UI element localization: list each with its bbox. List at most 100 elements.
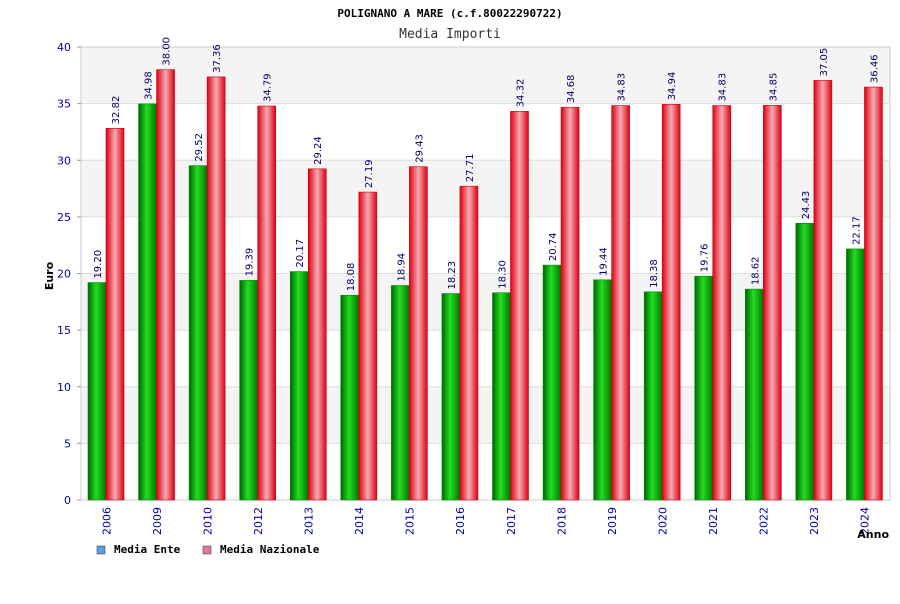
y-tick-label: 35 — [57, 98, 71, 111]
chart-subtitle: Media Importi — [399, 27, 501, 42]
y-tick-label: 5 — [64, 437, 71, 450]
data-label-media-nazionale: 37.05 — [819, 48, 830, 77]
bar-media-nazionale — [661, 104, 681, 501]
x-tick-label: 2022 — [758, 507, 771, 535]
bar-media-nazionale — [813, 80, 833, 501]
data-label-media-nazionale: 38.00 — [162, 37, 173, 66]
bar-media-nazionale — [409, 166, 428, 501]
data-label-media-ente: 19.39 — [245, 248, 256, 277]
x-tick-label: 2006 — [100, 507, 113, 535]
x-tick-label: 2013 — [303, 507, 316, 535]
data-label-media-nazionale: 34.32 — [516, 79, 527, 108]
y-tick-label: 20 — [57, 268, 71, 281]
legend-label-media-nazionale: Media Nazionale — [220, 543, 320, 556]
x-tick-label: 2015 — [404, 507, 417, 535]
bar-media-nazionale — [864, 86, 883, 501]
data-label-media-ente: 18.62 — [750, 256, 761, 285]
bar-media-ente — [188, 165, 208, 501]
data-label-media-nazionale: 34.83 — [617, 73, 628, 102]
data-label-media-nazionale: 34.79 — [263, 73, 274, 102]
bar-media-ente — [745, 288, 764, 501]
data-label-media-nazionale: 37.36 — [212, 44, 223, 73]
data-label-media-nazionale: 32.82 — [111, 96, 122, 125]
bars: 19.20 32.82 34.98 38.00 29.52 37.36 19.39 34.79… — [87, 37, 883, 501]
bar-media-ente — [795, 223, 815, 501]
data-label-media-nazionale: 29.24 — [313, 136, 324, 165]
x-tick-label: 2023 — [808, 507, 821, 535]
x-tick-label: 2024 — [859, 507, 872, 535]
x-tick-label: 2010 — [201, 507, 214, 535]
bar-media-nazionale — [358, 191, 378, 501]
x-tick-label: 2017 — [505, 507, 518, 535]
bar-media-nazionale — [156, 69, 175, 501]
data-label-media-ente: 19.76 — [700, 244, 711, 273]
x-tick-label: 2019 — [606, 507, 619, 535]
data-label-media-nazionale: 34.94 — [667, 72, 678, 101]
bar-media-ente — [138, 103, 157, 501]
data-label-media-ente: 19.44 — [599, 247, 610, 276]
data-label-media-ente: 22.17 — [851, 216, 862, 245]
y-axis-label: Euro — [43, 261, 56, 290]
bar-media-ente — [87, 282, 107, 501]
legend-swatch-media-ente — [96, 545, 106, 555]
data-label-media-nazionale: 34.85 — [768, 73, 779, 102]
data-label-media-ente: 20.17 — [295, 239, 306, 268]
bar-media-ente — [340, 294, 360, 501]
bar-media-nazionale — [105, 128, 125, 501]
x-tick-label: 2018 — [555, 507, 568, 535]
bar-media-ente — [441, 293, 461, 501]
x-tick-label: 2021 — [707, 507, 720, 535]
x-tick-label: 2014 — [353, 507, 366, 535]
y-tick-label: 0 — [64, 494, 71, 507]
bar-media-nazionale — [560, 106, 580, 501]
bar-media-ente — [492, 292, 511, 501]
bar-media-ente — [239, 280, 258, 501]
data-label-media-ente: 18.94 — [396, 253, 407, 282]
x-tick-label: 2012 — [252, 507, 265, 535]
legend: Media Ente Media Nazionale — [96, 543, 320, 556]
bar-media-ente — [846, 248, 865, 501]
bar-media-nazionale — [307, 168, 327, 501]
data-label-media-ente: 20.74 — [548, 232, 559, 261]
x-axis: 2006 2009 2010 2012 2013 2014 2015 2016 2017 2018… — [100, 507, 871, 535]
chart-title: POLIGNANO A MARE (c.f.80022290722) — [337, 7, 562, 20]
bar-media-nazionale — [712, 105, 732, 501]
x-tick-label: 2020 — [656, 507, 669, 535]
x-axis-label: Anno — [857, 528, 889, 541]
data-label-media-ente: 29.52 — [194, 133, 205, 162]
data-label-media-ente: 18.38 — [649, 259, 660, 288]
bar-media-nazionale — [611, 105, 630, 501]
bar-media-nazionale — [257, 105, 276, 501]
bar-media-ente — [593, 279, 612, 501]
data-label-media-nazionale: 27.19 — [364, 159, 375, 188]
data-label-media-nazionale: 29.43 — [414, 134, 425, 163]
y-tick-label: 40 — [57, 41, 71, 54]
y-tick-label: 25 — [57, 211, 71, 224]
legend-swatch-media-nazionale — [202, 545, 212, 555]
bar-media-nazionale — [763, 105, 782, 501]
y-axis: 0 5 10 15 20 25 30 35 40 — [57, 41, 81, 507]
y-tick-label: 15 — [57, 324, 71, 337]
data-label-media-nazionale: 34.83 — [718, 73, 729, 102]
data-label-media-ente: 18.30 — [498, 260, 509, 289]
data-label-media-ente: 24.43 — [801, 191, 812, 220]
y-tick-label: 10 — [57, 381, 71, 394]
data-label-media-ente: 34.98 — [144, 71, 155, 100]
data-label-media-nazionale: 36.46 — [869, 54, 880, 83]
bar-media-nazionale — [459, 185, 479, 501]
bar-media-ente — [694, 275, 714, 501]
data-label-media-ente: 19.20 — [93, 250, 104, 279]
x-tick-label: 2009 — [151, 507, 164, 535]
bar-media-ente — [643, 291, 663, 501]
bar-media-nazionale — [510, 111, 529, 501]
data-label-media-ente: 18.08 — [346, 263, 357, 292]
bar-media-ente — [289, 271, 309, 501]
bar-media-ente — [542, 264, 562, 501]
data-label-media-nazionale: 27.71 — [465, 154, 476, 183]
data-label-media-nazionale: 34.68 — [566, 75, 577, 104]
x-tick-label: 2016 — [454, 507, 467, 535]
bar-media-ente — [391, 285, 410, 501]
data-label-media-ente: 18.23 — [447, 261, 458, 290]
